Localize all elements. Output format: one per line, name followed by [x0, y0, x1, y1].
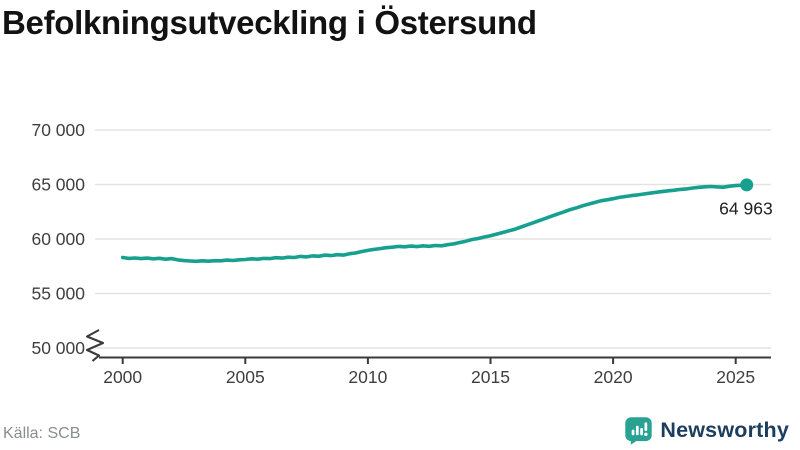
population-line	[120, 183, 749, 264]
newsworthy-logo[interactable]: Newsworthy	[624, 416, 789, 445]
bar-1	[632, 429, 635, 436]
x-tick-label: 2015	[471, 367, 510, 387]
y-tick-label: 50 000	[31, 338, 85, 358]
exclamation-stem	[644, 422, 648, 431]
x-tick-label: 2025	[716, 367, 755, 387]
y-tick-label: 60 000	[31, 229, 85, 249]
bar-3	[640, 427, 644, 436]
bar-chart-speech-bubble-icon	[625, 417, 653, 445]
speech-bubble-tail	[631, 439, 639, 445]
source-note: Källa: SCB	[3, 425, 81, 442]
y-tick-label: 65 000	[31, 175, 85, 195]
x-tick-label: 2000	[103, 367, 142, 387]
newsworthy-wordmark: Newsworthy	[660, 418, 789, 442]
x-tick-label: 2005	[226, 367, 265, 387]
x-tick-label: 2020	[594, 367, 633, 387]
axis-break-icon	[85, 329, 105, 362]
exclamation-dot	[644, 432, 648, 437]
x-tick-label: 2010	[348, 367, 387, 387]
y-tick-label: 55 000	[31, 284, 85, 304]
latest-value-label: 64 963	[719, 199, 773, 219]
y-tick-label: 70 000	[31, 120, 85, 140]
bar-2	[636, 425, 640, 436]
latest-point-marker	[740, 178, 754, 192]
chart-title: Befolkningsutveckling i Östersund	[2, 4, 537, 41]
